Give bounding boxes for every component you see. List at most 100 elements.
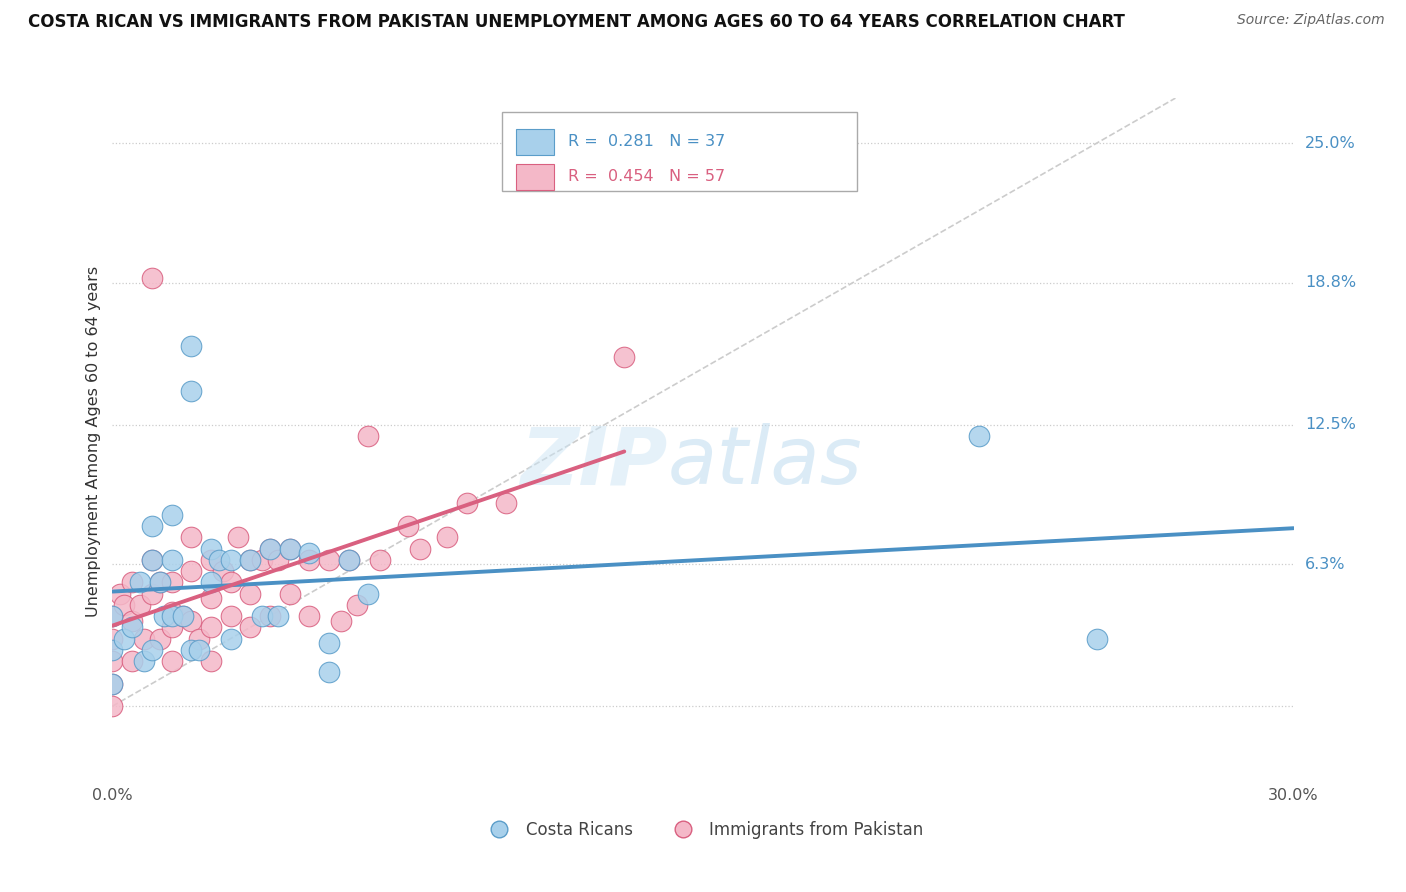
- FancyBboxPatch shape: [502, 112, 856, 191]
- Point: [121, 654, 143, 668]
- Point: [337, 553, 360, 567]
- Point: [211, 564, 233, 578]
- Point: [141, 519, 163, 533]
- Point: [160, 605, 183, 619]
- Point: [180, 339, 202, 353]
- Point: [267, 609, 290, 624]
- Point: [200, 541, 222, 556]
- Point: [141, 643, 163, 657]
- Point: [200, 575, 222, 590]
- Point: [160, 553, 183, 567]
- Point: [267, 553, 290, 567]
- Point: [613, 350, 636, 364]
- Text: atlas: atlas: [668, 423, 862, 501]
- Text: 18.8%: 18.8%: [1305, 276, 1355, 290]
- Point: [141, 271, 163, 285]
- Point: [278, 586, 301, 600]
- Point: [219, 575, 242, 590]
- Text: 12.5%: 12.5%: [1305, 417, 1355, 432]
- Text: 0.0%: 0.0%: [93, 789, 132, 804]
- Point: [112, 632, 135, 646]
- Point: [141, 553, 163, 567]
- Point: [160, 609, 183, 624]
- Point: [298, 609, 321, 624]
- Point: [329, 614, 352, 628]
- Point: [408, 541, 430, 556]
- Point: [967, 429, 990, 443]
- FancyBboxPatch shape: [516, 128, 554, 155]
- Point: [180, 384, 202, 398]
- Point: [357, 586, 380, 600]
- Point: [357, 429, 380, 443]
- Point: [101, 654, 124, 668]
- Text: 30.0%: 30.0%: [1268, 789, 1319, 804]
- Text: 6.3%: 6.3%: [1305, 557, 1346, 572]
- Point: [121, 614, 143, 628]
- Point: [110, 586, 132, 600]
- Point: [188, 643, 211, 657]
- Point: [298, 553, 321, 567]
- Point: [239, 586, 262, 600]
- Point: [337, 553, 360, 567]
- Point: [346, 598, 368, 612]
- Point: [180, 564, 202, 578]
- Point: [160, 620, 183, 634]
- Point: [259, 609, 281, 624]
- Text: R =  0.454   N = 57: R = 0.454 N = 57: [568, 169, 725, 184]
- Point: [200, 553, 222, 567]
- Point: [219, 632, 242, 646]
- Point: [436, 530, 458, 544]
- Text: COSTA RICAN VS IMMIGRANTS FROM PAKISTAN UNEMPLOYMENT AMONG AGES 60 TO 64 YEARS C: COSTA RICAN VS IMMIGRANTS FROM PAKISTAN …: [28, 13, 1125, 31]
- Text: Source: ZipAtlas.com: Source: ZipAtlas.com: [1237, 13, 1385, 28]
- Point: [172, 609, 194, 624]
- Point: [396, 519, 419, 533]
- Point: [318, 553, 340, 567]
- Point: [101, 609, 124, 624]
- Point: [200, 654, 222, 668]
- Text: ZIP: ZIP: [520, 423, 668, 501]
- Point: [101, 676, 124, 690]
- Point: [456, 496, 478, 510]
- Point: [200, 591, 222, 605]
- Point: [141, 553, 163, 567]
- Point: [172, 609, 194, 624]
- Point: [180, 614, 202, 628]
- Point: [200, 620, 222, 634]
- Point: [149, 632, 172, 646]
- Point: [121, 575, 143, 590]
- Point: [1085, 632, 1108, 646]
- Point: [121, 620, 143, 634]
- Point: [228, 530, 250, 544]
- Point: [250, 553, 273, 567]
- Point: [239, 553, 262, 567]
- Point: [132, 632, 155, 646]
- Point: [278, 541, 301, 556]
- Point: [250, 609, 273, 624]
- Point: [132, 654, 155, 668]
- Point: [141, 586, 163, 600]
- Legend: Costa Ricans, Immigrants from Pakistan: Costa Ricans, Immigrants from Pakistan: [475, 814, 931, 846]
- Point: [259, 541, 281, 556]
- Point: [101, 699, 124, 714]
- Point: [219, 609, 242, 624]
- Point: [239, 620, 262, 634]
- Point: [101, 609, 124, 624]
- Point: [188, 632, 211, 646]
- Point: [219, 553, 242, 567]
- Point: [208, 553, 231, 567]
- Point: [160, 508, 183, 522]
- Point: [149, 575, 172, 590]
- Point: [180, 643, 202, 657]
- Point: [152, 609, 174, 624]
- Text: 25.0%: 25.0%: [1305, 136, 1355, 151]
- Point: [149, 575, 172, 590]
- Point: [129, 575, 152, 590]
- Point: [101, 632, 124, 646]
- Point: [298, 546, 321, 560]
- Point: [129, 598, 152, 612]
- Point: [101, 676, 124, 690]
- FancyBboxPatch shape: [516, 163, 554, 190]
- Point: [259, 541, 281, 556]
- Point: [239, 553, 262, 567]
- Point: [112, 598, 135, 612]
